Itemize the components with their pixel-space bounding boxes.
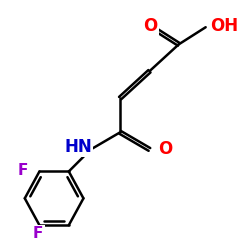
Text: HN: HN [64,138,92,156]
Text: O: O [158,140,172,158]
Text: F: F [18,163,28,178]
Text: F: F [33,226,43,241]
Text: O: O [144,17,158,35]
Text: OH: OH [210,17,239,35]
